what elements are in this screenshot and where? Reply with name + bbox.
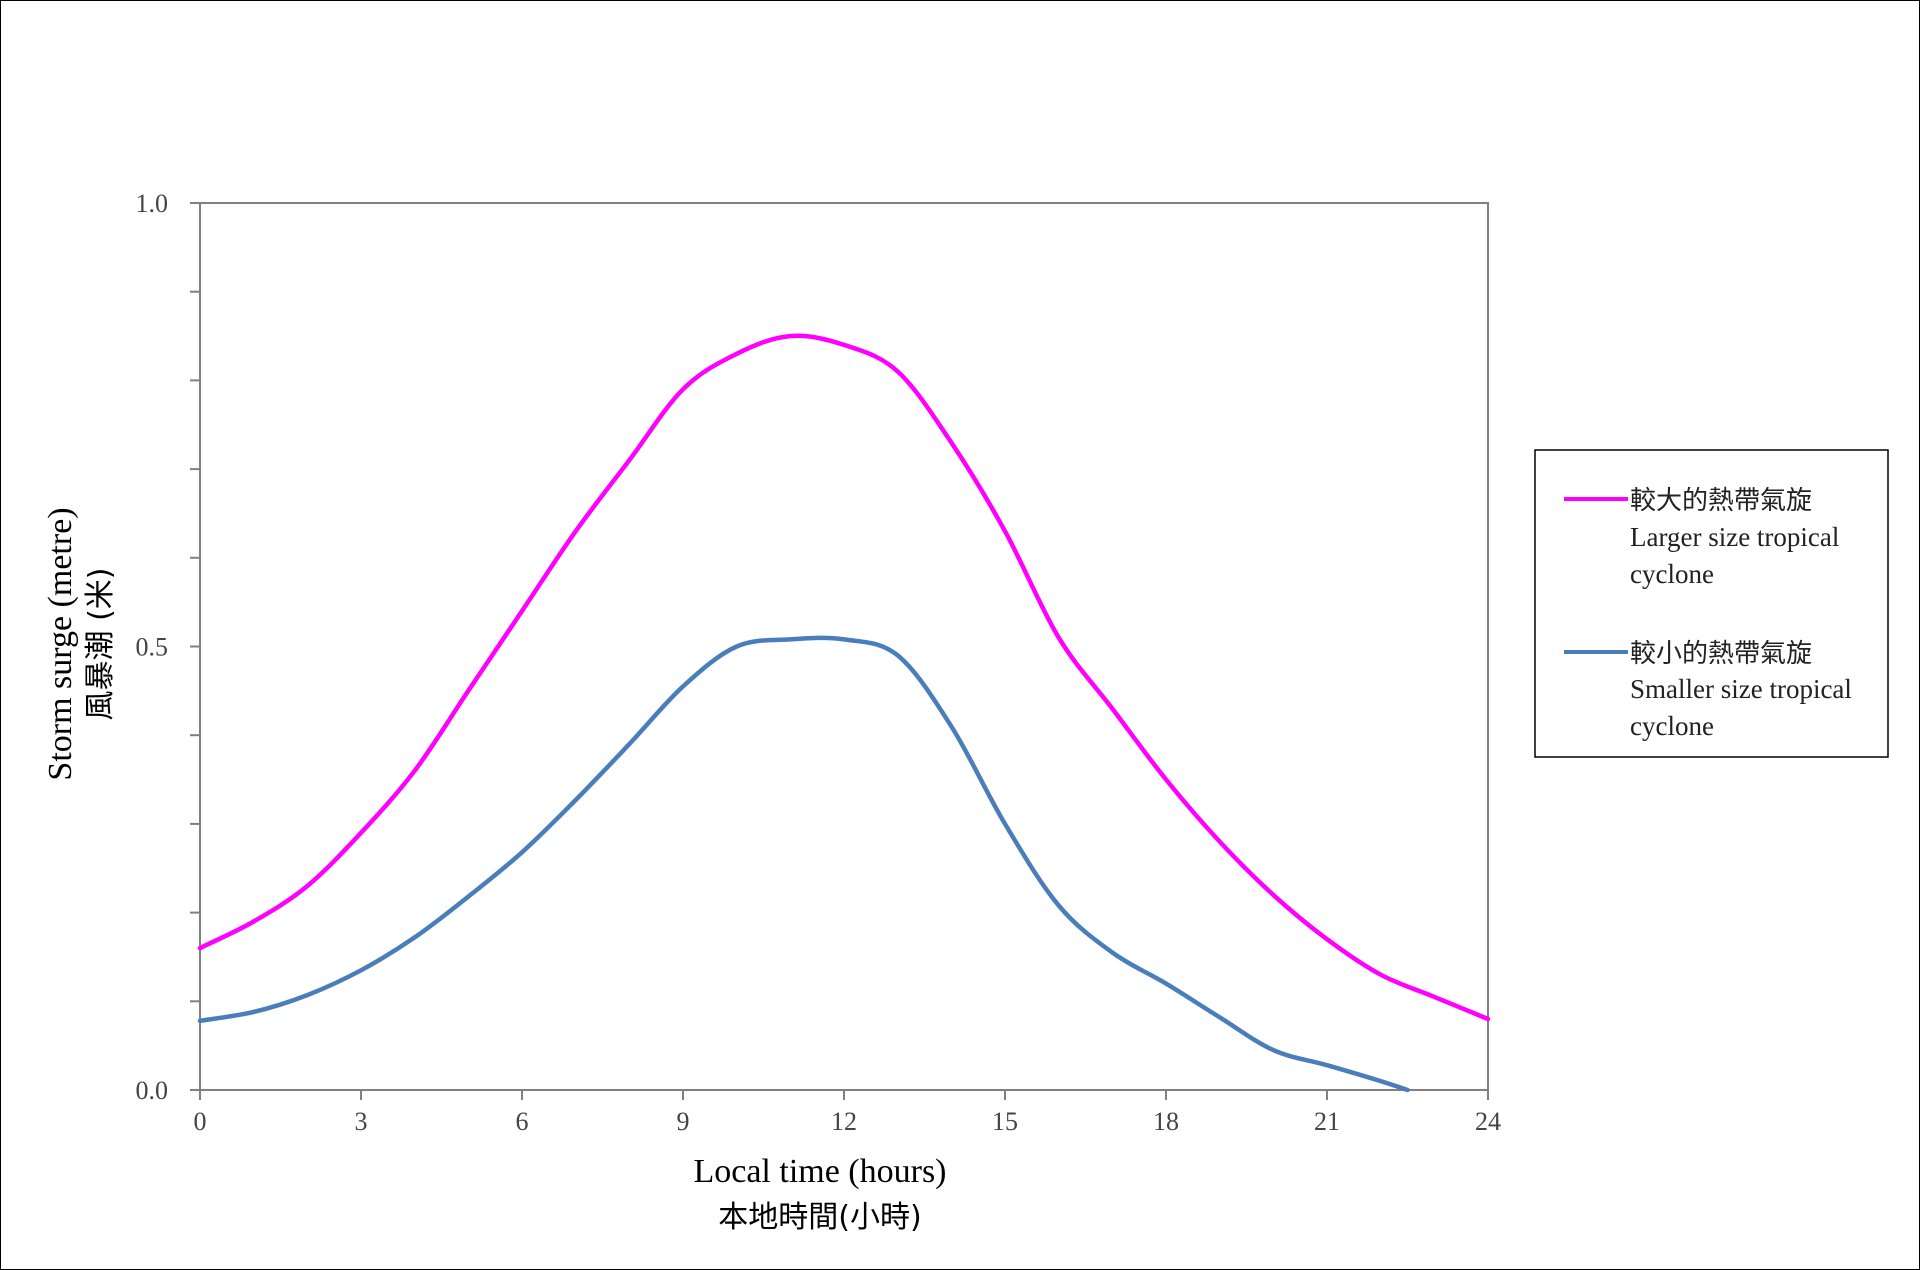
plot-area <box>199 202 1489 1091</box>
y-tick-label: 0.0 <box>136 1076 169 1105</box>
legend-label-smaller-cn: 較小的熱帶氣旋 <box>1630 639 1812 669</box>
y-axis-title: Storm surge (metre) <box>42 507 79 780</box>
y-tick-label: 0.5 <box>136 633 169 662</box>
x-tick-label: 21 <box>1314 1107 1340 1136</box>
x-axis-title-cn: 本地時間(小時) <box>718 1200 921 1235</box>
series-layer <box>197 333 1491 1093</box>
legend-label-larger-cn: 較大的熱帶氣旋 <box>1630 486 1812 516</box>
x-tick-label: 12 <box>831 1107 857 1136</box>
x-tick-label: 9 <box>677 1107 690 1136</box>
y-tick-label: 1.0 <box>136 189 169 218</box>
x-axis: 0 3 6 9 12 15 18 21 24 <box>194 1090 1501 1136</box>
x-tick-label: 0 <box>194 1107 207 1136</box>
x-tick-label: 15 <box>992 1107 1018 1136</box>
legend: 較大的熱帶氣旋 Larger size tropical cyclone 較小的熱… <box>1534 449 1889 758</box>
series-line-smaller <box>197 635 1410 1093</box>
y-axis: 0.0 0.5 1.0 <box>136 189 200 1105</box>
series-line-larger <box>197 333 1491 1022</box>
x-tick-label: 6 <box>516 1107 529 1136</box>
x-tick-label: 18 <box>1153 1107 1179 1136</box>
x-tick-label: 24 <box>1475 1107 1501 1136</box>
x-axis-title: Local time (hours) <box>693 1153 946 1190</box>
legend-label-smaller-en: Smaller size tropical cyclone <box>1630 674 1852 741</box>
x-tick-label: 3 <box>355 1107 368 1136</box>
legend-label-larger-en: Larger size tropical cyclone <box>1630 522 1839 589</box>
y-axis-title-cn: 風暴潮 (米) <box>83 568 118 721</box>
legend-box <box>1534 449 1889 758</box>
